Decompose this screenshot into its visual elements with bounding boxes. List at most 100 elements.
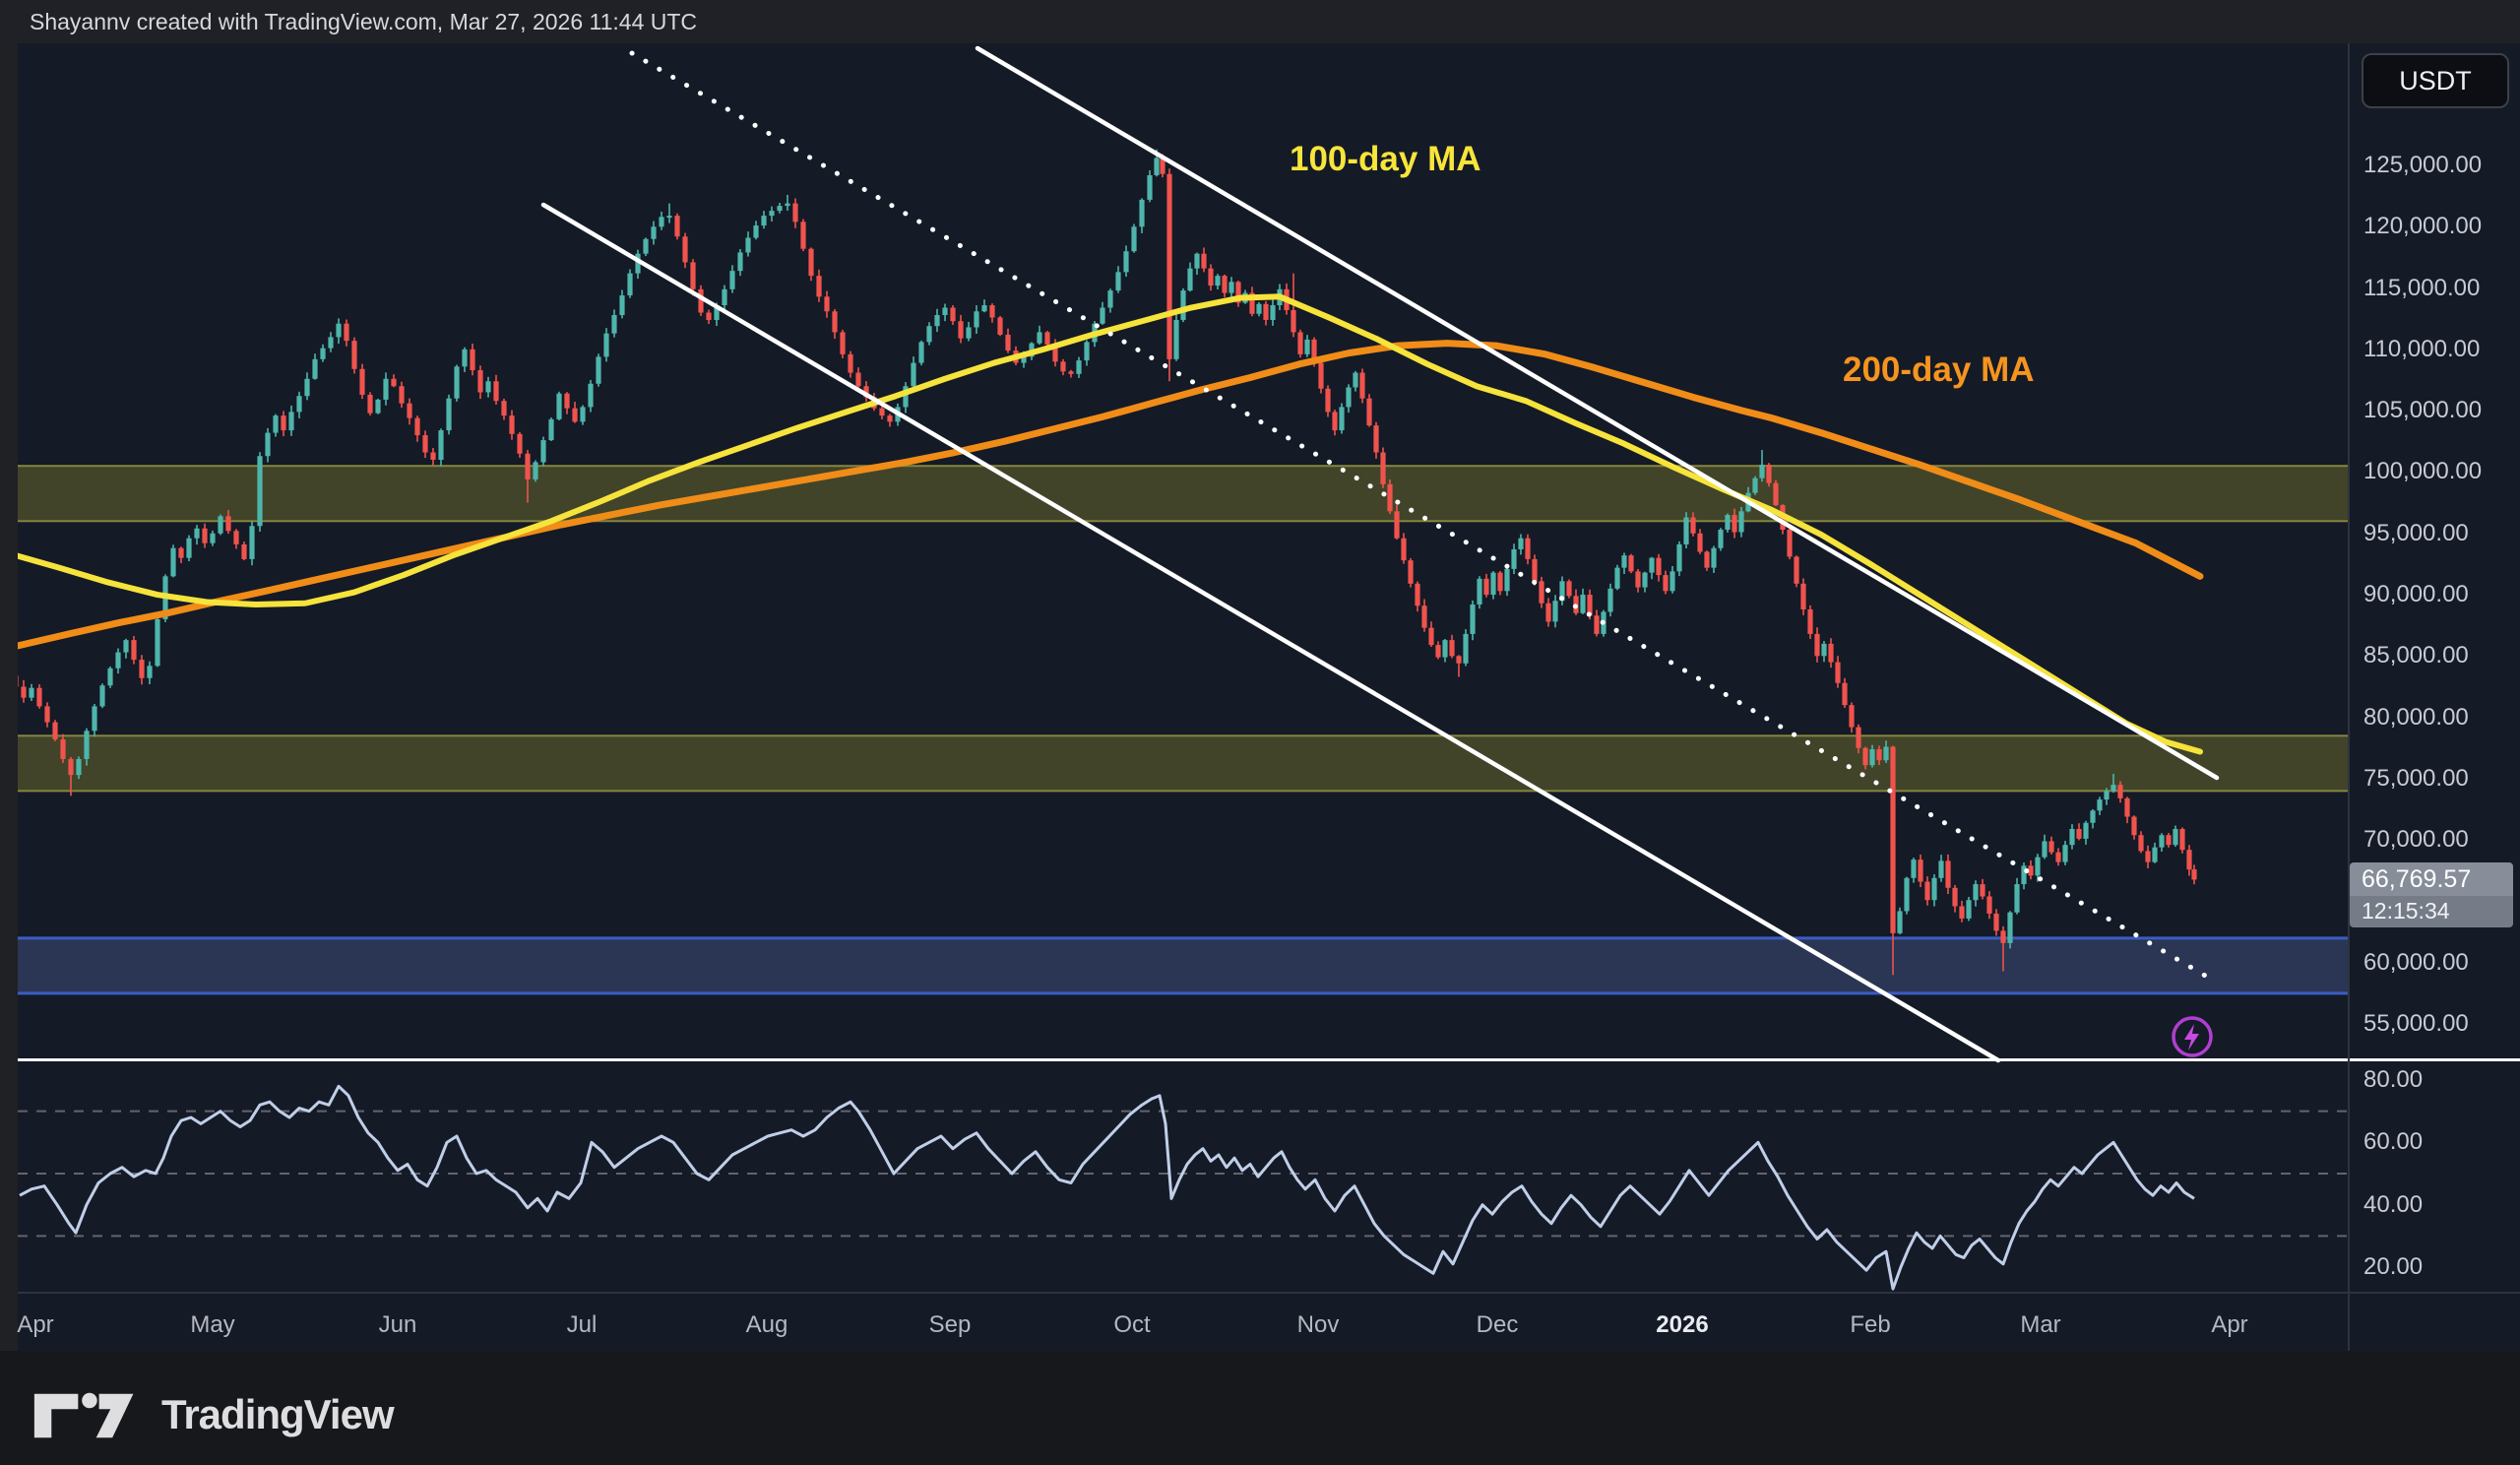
- candle-body: [1718, 530, 1724, 548]
- candle-body: [1931, 877, 1937, 901]
- candle-body: [1959, 906, 1965, 919]
- candle-body: [1883, 746, 1889, 761]
- candle-body: [1037, 332, 1042, 344]
- candle-body: [1580, 595, 1586, 613]
- candle-body: [1311, 339, 1317, 363]
- candle-body: [2076, 828, 2082, 839]
- candle-body: [1980, 884, 1985, 897]
- candle-body: [2131, 816, 2137, 836]
- candle-body: [391, 378, 397, 387]
- candle-body: [1787, 530, 1793, 557]
- candle-body: [1642, 572, 1648, 588]
- candle-body: [635, 253, 641, 274]
- candle-body: [312, 358, 318, 379]
- candle-body: [824, 296, 830, 312]
- candle-body: [2035, 857, 2041, 876]
- low-support-zone-bottom-border: [18, 991, 2348, 995]
- candle-body: [477, 370, 483, 393]
- quote-currency-badge: USDT: [2362, 53, 2509, 108]
- candle-body: [879, 408, 885, 416]
- candle-body: [1490, 572, 1496, 596]
- candle-body: [989, 305, 995, 318]
- candle-body: [651, 226, 657, 239]
- candle-body: [1911, 860, 1917, 878]
- flash-lightning-icon[interactable]: [2169, 1013, 2216, 1060]
- candle-body: [178, 547, 184, 558]
- candle-body: [1154, 158, 1160, 175]
- candle-body: [2124, 797, 2130, 817]
- candle-body: [296, 396, 302, 413]
- candle-body: [485, 381, 491, 393]
- time-axis-label: Aug: [745, 1311, 788, 1338]
- candle-body: [911, 362, 916, 387]
- candle-body: [572, 408, 578, 422]
- rsi-tick-label: 60.00: [2363, 1128, 2424, 1156]
- candle-body: [588, 383, 594, 408]
- candle-body: [785, 203, 790, 207]
- time-axis-label: Apr: [2211, 1311, 2248, 1338]
- candle-body: [2028, 865, 2034, 876]
- candle-body: [446, 398, 452, 431]
- price-tick-label: 55,000.00: [2363, 1010, 2469, 1038]
- time-axis-label: Apr: [17, 1311, 54, 1338]
- candle-body: [2166, 835, 2172, 846]
- candle-body: [777, 206, 783, 212]
- candle-body: [501, 401, 507, 416]
- candle-body: [147, 666, 153, 678]
- candle-body: [1986, 896, 1992, 914]
- candle-body: [1587, 595, 1593, 616]
- candle-body: [351, 341, 357, 369]
- candle-body: [1415, 583, 1420, 606]
- candle-body: [1463, 633, 1469, 664]
- candle-body: [241, 543, 247, 559]
- candle-body: [2000, 930, 2006, 943]
- candle-body: [1428, 627, 1434, 646]
- candle-body: [328, 337, 334, 349]
- candle-body: [1759, 464, 1765, 478]
- candle-body: [1800, 583, 1806, 609]
- candle-body: [887, 415, 893, 422]
- candle-body: [533, 462, 538, 479]
- trendline-channel-bottom: [540, 202, 2001, 1063]
- candle-body: [1904, 877, 1910, 912]
- candle-body: [1147, 174, 1153, 200]
- candle-body: [2069, 828, 2075, 846]
- candle-body: [1297, 332, 1303, 354]
- candle-body: [1966, 900, 1972, 919]
- candle-body: [800, 222, 806, 249]
- candle-body: [60, 739, 66, 759]
- tradingview-logo-text: TradingView: [161, 1391, 395, 1437]
- candle-body: [2138, 835, 2144, 852]
- candle-body: [123, 640, 129, 653]
- candle-body: [1263, 303, 1269, 320]
- candle-body: [564, 393, 570, 409]
- candle-body: [1807, 608, 1813, 634]
- candle-body: [265, 432, 271, 457]
- candle-body: [2159, 835, 2165, 848]
- candle-body: [1235, 282, 1241, 303]
- resistance-zone-bottom-border: [18, 520, 2348, 523]
- time-axis-border: [0, 1292, 2520, 1294]
- candle-body: [1401, 538, 1407, 561]
- candle-body: [68, 758, 74, 776]
- window-left-edge: [0, 43, 18, 1351]
- time-axis-label: Jul: [566, 1311, 598, 1338]
- price-tick-label: 80,000.00: [2363, 703, 2469, 731]
- candle-body: [1821, 643, 1827, 657]
- price-tick-label: 70,000.00: [2363, 826, 2469, 854]
- tradingview-logo[interactable]: TradingView: [30, 1386, 395, 1443]
- candle-body: [761, 216, 767, 226]
- candle-body: [115, 652, 121, 669]
- candle-body: [76, 758, 82, 776]
- candle-body: [832, 311, 838, 333]
- candle-body: [1924, 881, 1930, 901]
- candle-body: [2110, 785, 2116, 792]
- candle-body: [257, 456, 263, 527]
- time-axis-label: Feb: [1850, 1311, 1891, 1338]
- candle-body: [950, 307, 956, 322]
- price-tick-label: 95,000.00: [2363, 519, 2469, 546]
- candle-body: [517, 433, 523, 454]
- candle-body: [1607, 588, 1613, 612]
